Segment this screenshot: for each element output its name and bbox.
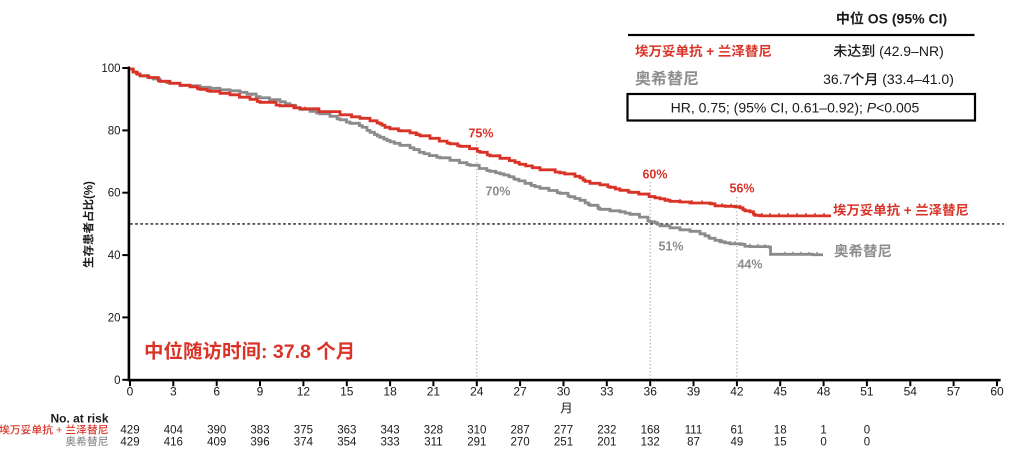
svg-text:18: 18 [774,425,787,437]
svg-text:6: 6 [213,385,220,399]
svg-text:75%: 75% [468,126,493,140]
svg-text:60: 60 [990,385,1004,399]
svg-text:42: 42 [730,385,744,399]
svg-text:OS (95% CI): OS (95% CI) [864,10,947,26]
svg-text:251: 251 [554,436,573,448]
svg-text:30: 30 [557,385,571,399]
svg-text:(%): (%) [84,181,96,199]
svg-text:33: 33 [600,385,614,399]
svg-text:61: 61 [731,425,744,437]
svg-text:0: 0 [127,385,134,399]
svg-text:54: 54 [904,385,918,399]
svg-text:429: 429 [120,436,139,448]
svg-text:39: 39 [687,385,701,399]
svg-text:0: 0 [114,375,120,387]
svg-text:287: 287 [511,425,530,437]
svg-text:0: 0 [864,436,870,448]
svg-text:+: + [900,203,915,218]
svg-text:<0.005: <0.005 [876,99,919,115]
svg-text:(42.9: (42.9 [875,43,911,59]
svg-text:390: 390 [207,425,226,437]
svg-text:70%: 70% [485,184,510,198]
svg-text:–: – [911,43,919,59]
svg-text:37.8: 37.8 [273,341,316,363]
svg-text:41.0): 41.0) [922,71,954,87]
svg-text:132: 132 [641,436,660,448]
svg-text:20: 20 [108,312,121,324]
svg-text:56%: 56% [729,181,754,195]
svg-text:328: 328 [424,425,443,437]
svg-text:277: 277 [554,425,573,437]
svg-text:NR): NR) [919,43,944,59]
svg-text:21: 21 [427,385,441,399]
svg-text:311: 311 [424,436,442,448]
svg-text:60%: 60% [642,167,667,181]
svg-text:0: 0 [864,425,870,437]
svg-text:80: 80 [108,125,121,137]
svg-text:60: 60 [108,188,121,200]
svg-text:24: 24 [470,385,484,399]
svg-text:12: 12 [297,385,311,399]
svg-text:–: – [819,99,827,115]
svg-text:310: 310 [467,425,486,437]
svg-text:383: 383 [250,425,269,437]
svg-text:363: 363 [337,425,356,437]
svg-text:343: 343 [381,425,400,437]
svg-text:+: + [53,425,65,437]
svg-text:9: 9 [257,385,264,399]
svg-text:(33.4: (33.4 [878,71,914,87]
svg-text:404: 404 [164,425,184,437]
svg-text:–: – [914,71,922,87]
svg-text:201: 201 [597,436,616,448]
svg-text:354: 354 [337,436,357,448]
svg-text:87: 87 [687,436,700,448]
svg-text:51%: 51% [658,239,683,253]
svg-text:49: 49 [731,436,744,448]
svg-text:+: + [703,44,718,59]
svg-text:44%: 44% [737,257,762,271]
svg-text:409: 409 [207,436,226,448]
svg-text:168: 168 [641,425,660,437]
svg-text:375: 375 [294,425,313,437]
svg-text:416: 416 [164,436,183,448]
svg-text:36: 36 [644,385,658,399]
svg-text:0.92);: 0.92); [827,99,867,115]
svg-text:0: 0 [820,436,826,448]
svg-text:36.7: 36.7 [823,71,850,87]
svg-text:396: 396 [250,436,269,448]
svg-text:57: 57 [947,385,961,399]
svg-text:232: 232 [597,425,616,437]
svg-text::: : [261,341,273,363]
svg-text:15: 15 [340,385,354,399]
svg-text:291: 291 [467,436,486,448]
svg-text:270: 270 [511,436,530,448]
svg-text:45: 45 [774,385,788,399]
svg-text:51: 51 [860,385,874,399]
svg-text:374: 374 [294,436,314,448]
svg-text:100: 100 [101,63,120,75]
svg-text:40: 40 [108,250,121,262]
svg-text:15: 15 [774,436,787,448]
svg-text:333: 333 [381,436,400,448]
svg-text:3: 3 [170,385,177,399]
svg-text:27: 27 [513,385,527,399]
svg-text:No. at risk: No. at risk [50,412,108,426]
svg-text:111: 111 [685,425,702,437]
svg-text:HR, 0.75; (95% CI, 0.61: HR, 0.75; (95% CI, 0.61 [671,99,820,115]
svg-text:48: 48 [817,385,831,399]
svg-text:429: 429 [120,425,139,437]
svg-text:18: 18 [383,385,397,399]
svg-text:1: 1 [820,425,826,437]
svg-text:P: P [867,99,877,115]
